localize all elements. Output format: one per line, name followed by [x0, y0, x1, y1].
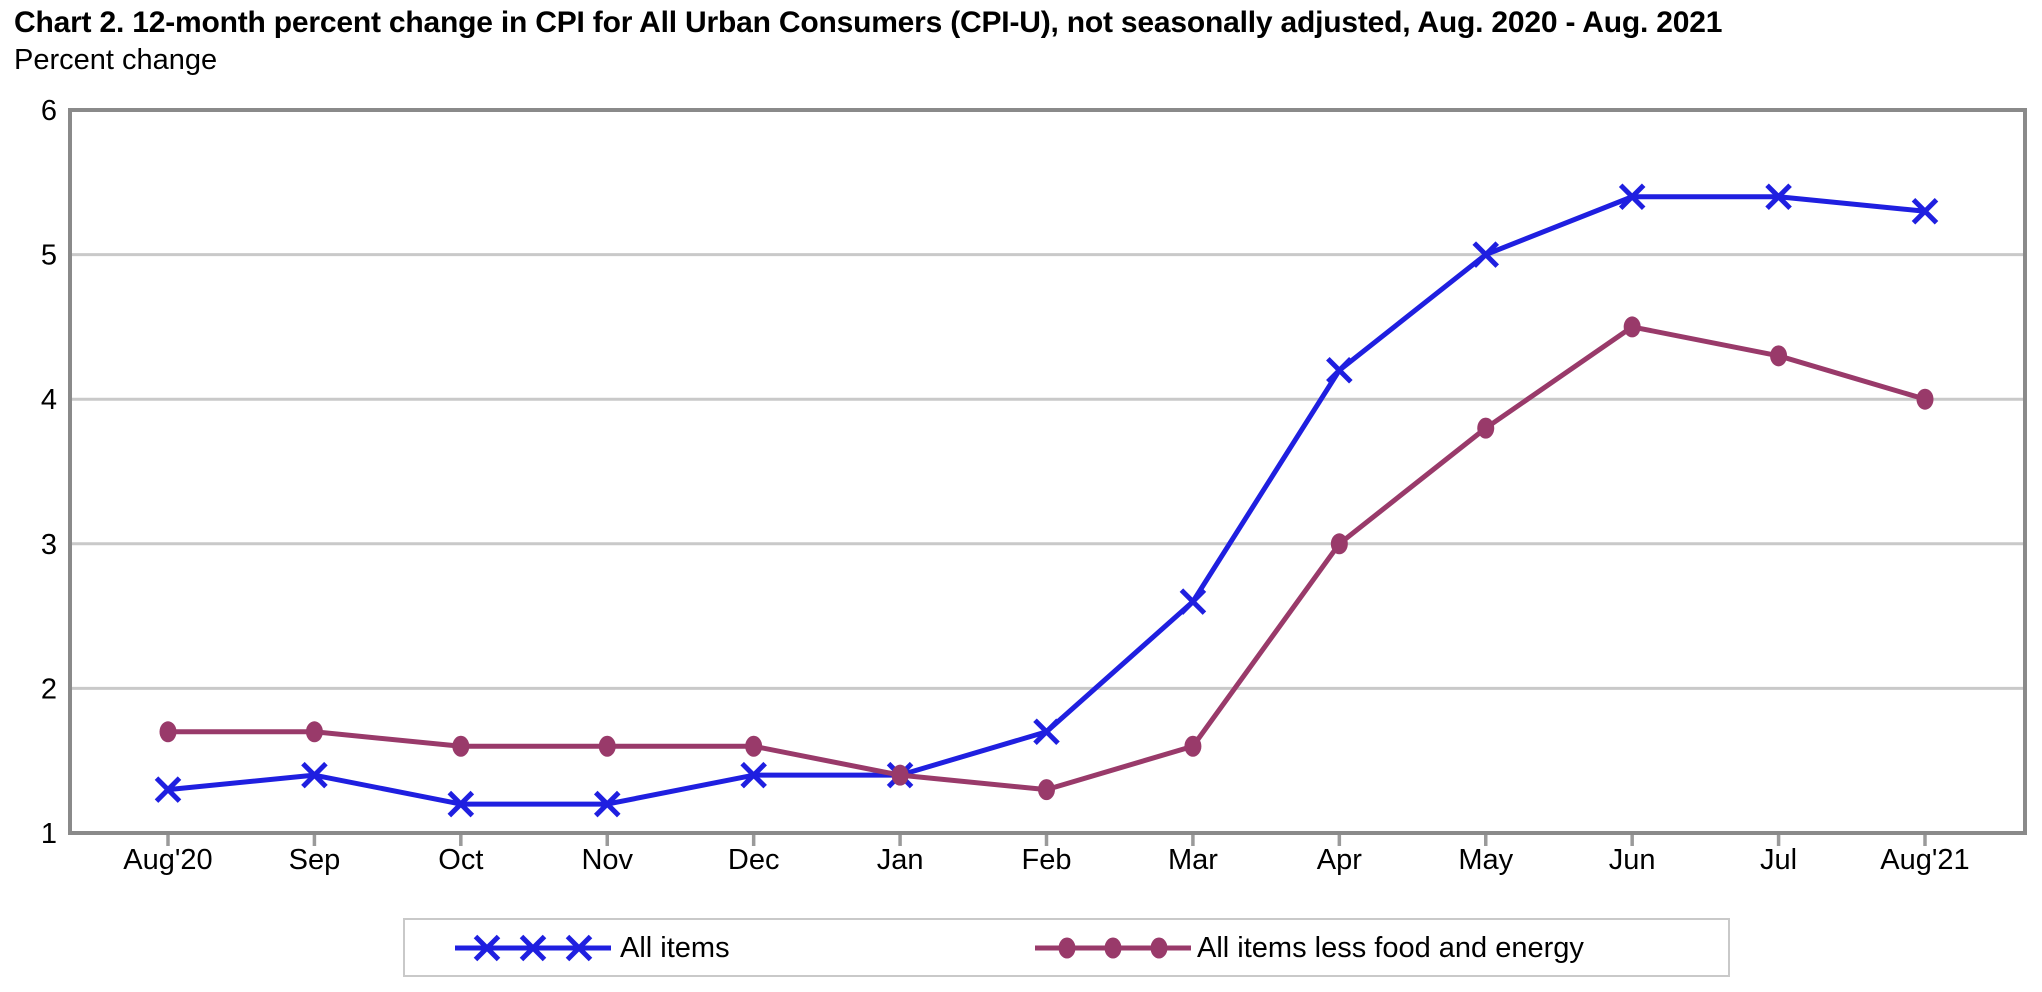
svg-text:Sep: Sep	[289, 844, 341, 876]
svg-text:Oct: Oct	[438, 844, 483, 876]
legend-sample-all-items	[453, 928, 613, 968]
series-all-items	[154, 183, 1939, 818]
x-axis-ticks	[166, 835, 1927, 846]
svg-text:Aug'21: Aug'21	[1880, 844, 1969, 876]
svg-text:Jul: Jul	[1760, 844, 1797, 876]
x-axis-labels: Aug'20 Sep Oct Nov Dec Jan Feb Mar Apr May Jun Jul A…	[123, 844, 1969, 876]
svg-text:3: 3	[41, 529, 57, 561]
svg-text:Mar: Mar	[1168, 844, 1218, 876]
svg-text:Jan: Jan	[877, 844, 924, 876]
svg-text:1: 1	[41, 818, 57, 850]
plot-frame	[68, 108, 2027, 835]
series-all-items-less-food-and-energy	[159, 316, 1934, 801]
chart-legend: All items All items less food and energy	[403, 918, 1730, 977]
chart-title: Chart 2. 12-month percent change in CPI …	[14, 6, 1723, 39]
svg-text:5: 5	[41, 240, 57, 272]
svg-text:Feb: Feb	[1022, 844, 1072, 876]
y-axis-unit-label: Percent change	[14, 44, 218, 76]
svg-text:4: 4	[41, 384, 57, 416]
svg-text:Apr: Apr	[1317, 844, 1362, 876]
svg-text:6: 6	[41, 95, 57, 127]
gridlines	[72, 253, 2023, 690]
legend-label-all-items-less-food-and-energy: All items less food and energy	[1197, 932, 1584, 964]
svg-text:Dec: Dec	[728, 844, 780, 876]
svg-text:Jun: Jun	[1609, 844, 1656, 876]
svg-text:Aug'20: Aug'20	[123, 844, 212, 876]
y-axis-labels: 6 5 4 3 2 1	[41, 95, 57, 850]
svg-text:2: 2	[41, 673, 57, 705]
legend-sample-all-items-less-food-and-energy	[1033, 928, 1193, 968]
svg-text:May: May	[1458, 844, 1513, 876]
svg-text:Nov: Nov	[581, 844, 633, 876]
legend-label-all-items: All items	[620, 932, 730, 964]
